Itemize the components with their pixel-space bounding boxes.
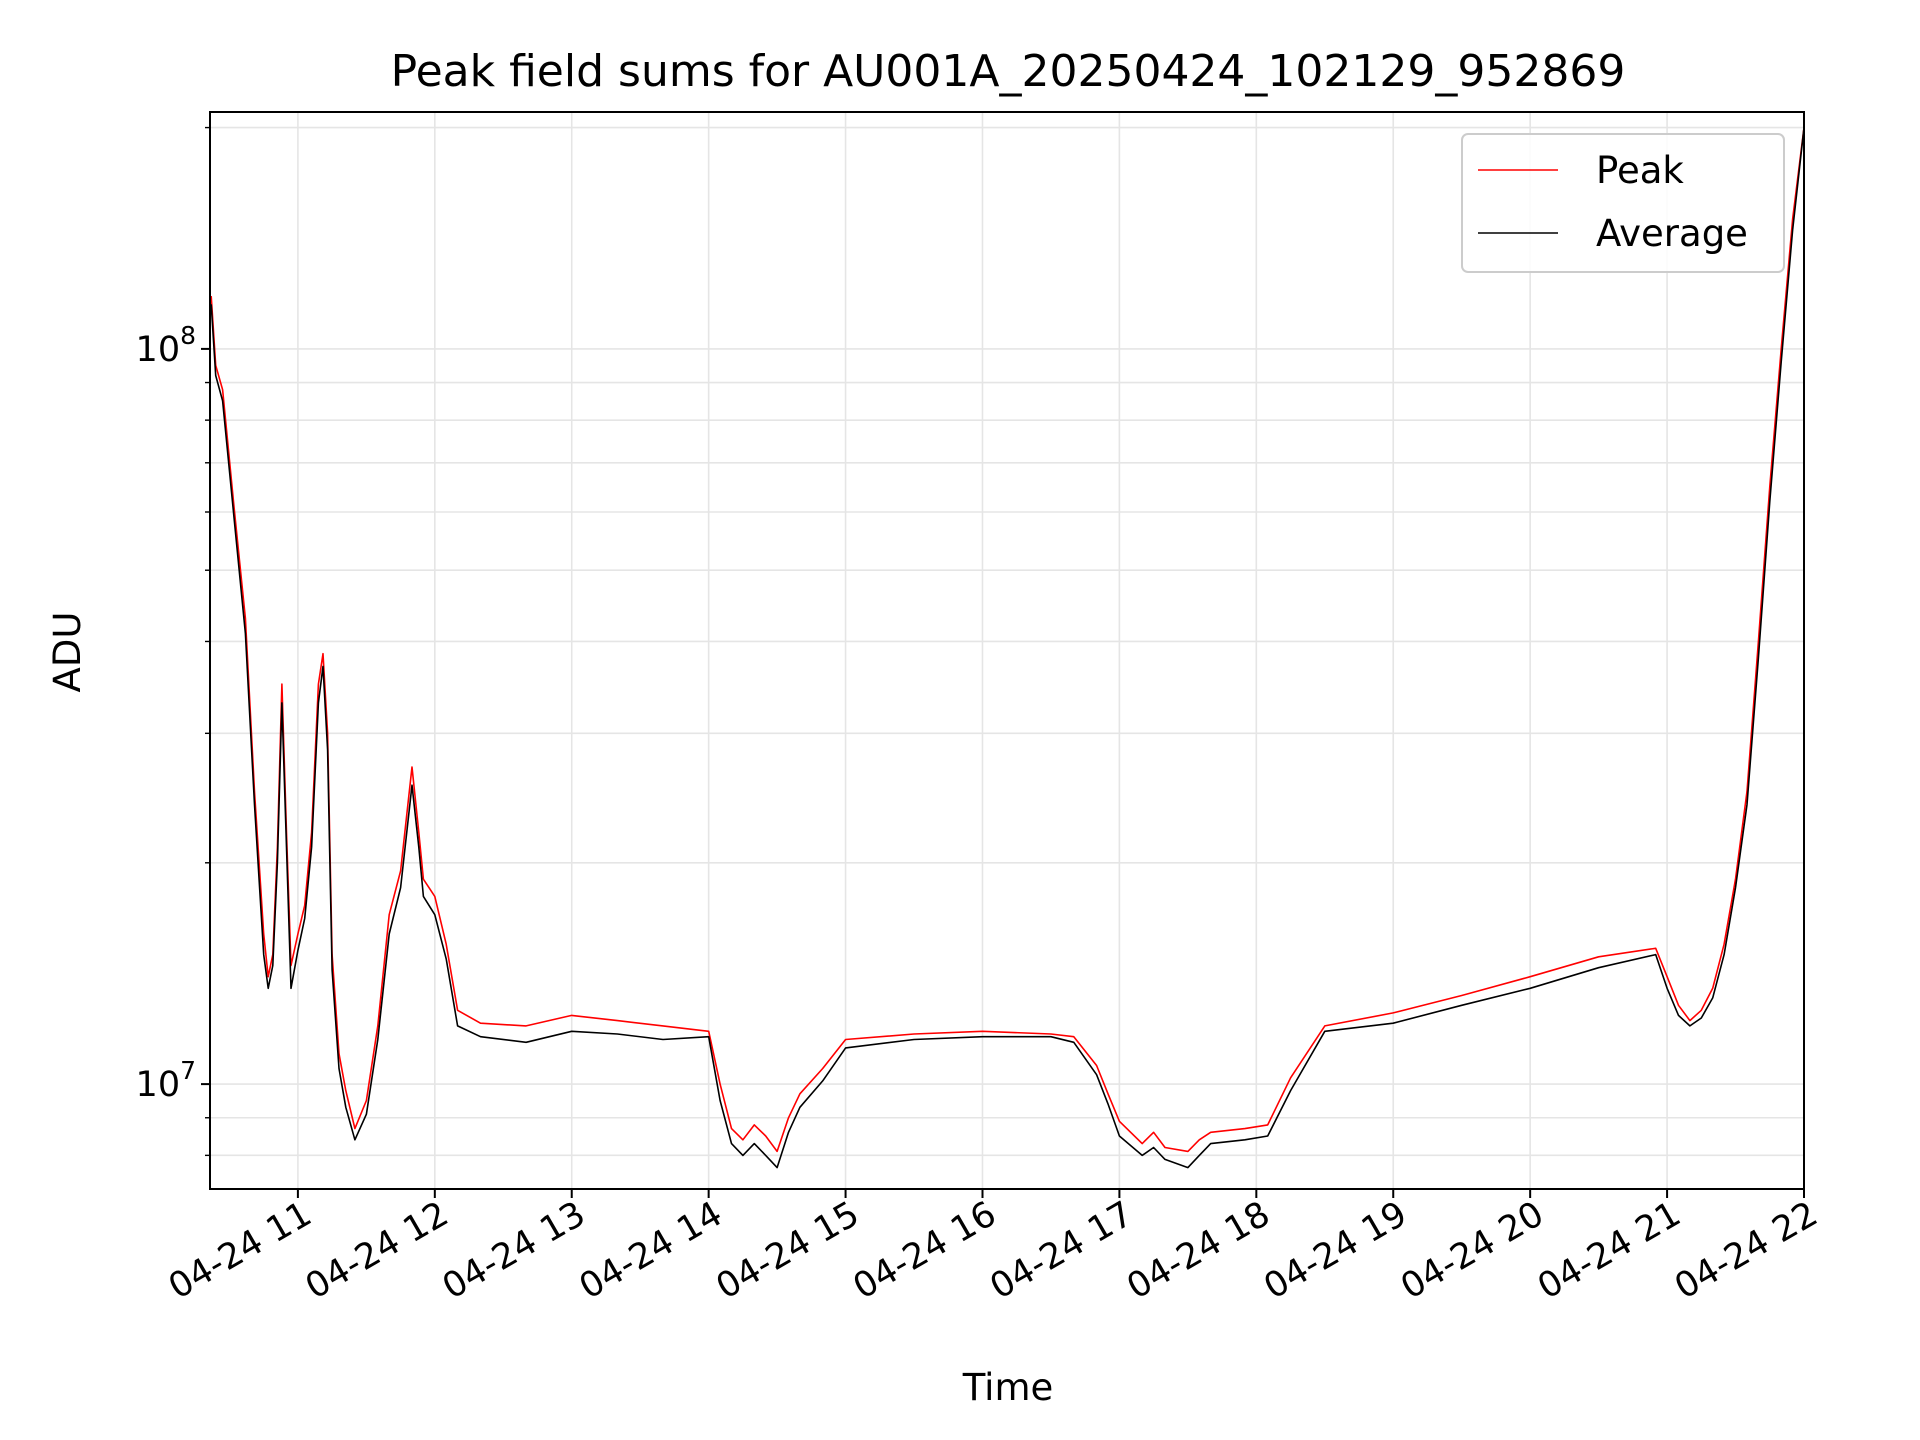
legend-label-average: Average [1596, 212, 1748, 255]
x-axis-label: Time [962, 1366, 1054, 1409]
chart-title: Peak field sums for AU001A_20250424_1021… [391, 46, 1626, 97]
y-tick-label-exponent: 7 [180, 1056, 196, 1085]
grid [210, 112, 1805, 1189]
series-line-peak [210, 127, 1805, 1153]
legend-label-peak: Peak [1596, 149, 1684, 192]
plot-frame [209, 111, 1805, 1190]
legend: Peak Average [1461, 133, 1785, 273]
legend-box [1461, 133, 1785, 273]
y-tick-label: 108 [136, 321, 196, 370]
series-lines [210, 127, 1805, 1169]
y-axis-label: ADU [46, 612, 89, 693]
series-line-average [210, 127, 1805, 1169]
y-tick-label-exponent: 8 [180, 321, 196, 350]
